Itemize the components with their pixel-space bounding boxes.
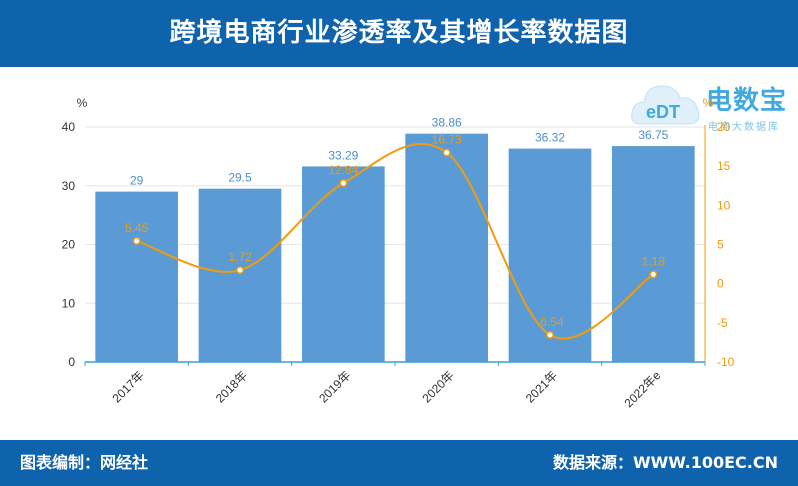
header-bar: 跨境电商行业渗透率及其增长率数据图	[0, 0, 798, 67]
footer-source: 数据来源：WWW.100EC.CN	[552, 453, 778, 472]
cloud-logo-icon: eDT	[631, 85, 700, 125]
bar-value-label: 36.32	[535, 131, 565, 145]
line-value-label: 16.73	[432, 133, 462, 147]
chart-title: 跨境电商行业渗透率及其增长率数据图	[169, 18, 629, 48]
line-point	[649, 270, 658, 279]
line-value-label: 5.45	[125, 221, 149, 235]
bar-value-label: 38.86	[432, 116, 462, 130]
x-tick-label: 2018年	[213, 368, 250, 405]
y2-tick-label: 10	[717, 198, 731, 212]
y2-tick-label: 0	[717, 277, 724, 291]
x-tick-label: 2022年e	[621, 368, 663, 410]
bar	[198, 188, 282, 362]
line-point	[132, 237, 141, 245]
bar-line-chart: 0 10 20 30 40 -10 -5 0 5 10 15 20% % 29 29.5 33.29 38.86…	[62, 96, 735, 410]
y-tick-label: 20	[62, 238, 76, 252]
bar-value-label: 29.5	[228, 171, 252, 185]
bar-value-label: 36.75	[638, 128, 668, 142]
x-tick-label: 2019年	[316, 368, 353, 405]
y2-tick-label: 20	[717, 120, 731, 134]
y2-axis-unit: %	[703, 96, 714, 110]
line-value-label: 1.72	[228, 250, 252, 264]
y2-tick-label: 15	[717, 159, 731, 173]
line-point	[546, 330, 554, 339]
line-value-label: 12.84	[328, 163, 358, 177]
x-tick-label: 2021年	[523, 368, 560, 405]
y-tick-label: 40	[62, 120, 76, 134]
x-tick-label: 2020年	[420, 368, 457, 405]
bar	[95, 191, 178, 362]
bar	[508, 148, 592, 362]
logo-mark: eDT	[646, 102, 680, 122]
bar-value-label: 29	[130, 174, 144, 188]
line-point	[339, 179, 348, 188]
logo-name: 电数宝	[706, 86, 788, 116]
bar	[302, 166, 385, 362]
footer-credit: 图表编制：网经社	[20, 453, 149, 472]
bar	[612, 146, 695, 362]
bar-value-label: 33.29	[328, 148, 358, 162]
line-point	[442, 148, 451, 157]
y-tick-label: 0	[68, 355, 75, 369]
y2-tick-label: -5	[717, 316, 728, 330]
line-point	[236, 266, 244, 275]
bar	[405, 133, 488, 362]
x-tick-label: 2017年	[110, 368, 147, 405]
footer-bar: 图表编制：网经社 数据来源：WWW.100EC.CN	[0, 440, 798, 486]
y-axis-unit: %	[77, 96, 88, 110]
logo: eDT 电数宝 电商大数据库	[628, 72, 793, 134]
logo-tagline: 电商大数据库	[708, 122, 780, 133]
y-tick-label: 30	[62, 179, 76, 193]
y2-tick-label: -10	[717, 355, 735, 369]
line-value-label: 1.18	[642, 254, 666, 268]
y2-tick-label: 5	[717, 238, 724, 252]
y-tick-label: 10	[62, 296, 76, 310]
line-value-label: -6.54	[536, 315, 564, 329]
